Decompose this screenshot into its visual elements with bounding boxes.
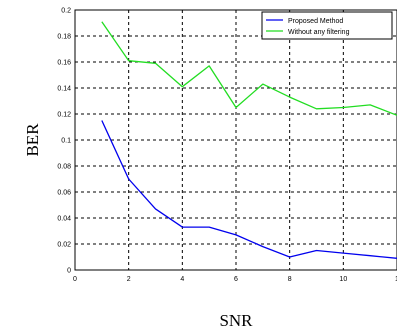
series-line-proposed-method: [101, 120, 397, 259]
y-tick-label: 0.06: [57, 190, 71, 197]
y-tick-label: 0.02: [57, 242, 71, 249]
legend: Proposed Method Without any filtering: [261, 11, 393, 40]
x-tick-label: 0: [73, 276, 77, 283]
y-tick-label: 0.14: [57, 86, 71, 93]
y-tick-label: 0.12: [57, 112, 71, 119]
y-tick-label: 0.18: [57, 34, 71, 41]
x-axis-title: SNR: [219, 311, 253, 330]
x-tick-label: 10: [339, 276, 347, 283]
y-tick-label: 0.08: [57, 164, 71, 171]
y-axis-title: BER: [23, 123, 42, 157]
y-tick-label: 0.1: [61, 138, 71, 145]
y-tick-label: 0.16: [57, 60, 71, 67]
legend-label-without-any-filtering: Without any filtering: [288, 29, 350, 36]
x-tick-label: 4: [180, 276, 184, 283]
series-line-without-any-filtering: [101, 21, 397, 116]
x-tick-label: 1: [395, 276, 397, 283]
x-tick-label: 8: [288, 276, 292, 283]
series-lines: [101, 21, 397, 259]
x-tick-label: 6: [234, 276, 238, 283]
y-tick-label: 0.04: [57, 216, 71, 223]
legend-box: [261, 11, 393, 40]
legend-label-proposed-method: Proposed Method: [288, 18, 343, 25]
x-tick-label: 2: [127, 276, 131, 283]
y-tick-label: 0: [67, 268, 71, 275]
axis-ticks: 0246810100.020.040.060.080.10.120.140.16…: [57, 8, 397, 284]
y-tick-label: 0.2: [61, 8, 71, 15]
